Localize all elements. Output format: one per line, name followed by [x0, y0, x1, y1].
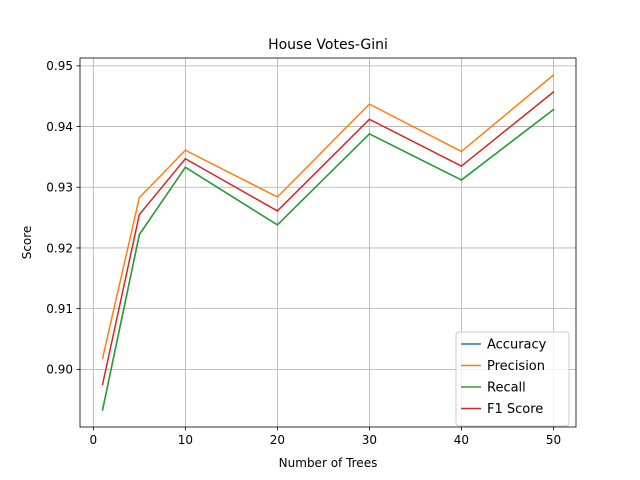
data-point — [460, 165, 463, 167]
data-point — [101, 409, 104, 411]
legend: Accuracy Precision Recall F1 Score — [455, 331, 570, 427]
data-point — [460, 179, 463, 181]
y-tick-label: 0.95 — [46, 59, 73, 73]
legend-box — [455, 331, 570, 427]
y-axis-label: Score — [20, 226, 34, 260]
x-tick-label: 30 — [362, 433, 377, 447]
data-point — [368, 118, 371, 121]
x-tick-label: 20 — [270, 433, 285, 447]
y-tick-label: 0.93 — [46, 181, 73, 195]
y-tick-label: 0.92 — [46, 241, 73, 255]
data-point — [184, 157, 187, 160]
data-point — [184, 166, 187, 169]
x-tick-label: 40 — [454, 433, 469, 447]
data-point — [276, 196, 279, 198]
data-point — [460, 150, 463, 153]
y-tick-label: 0.90 — [46, 363, 73, 377]
y-tick-label: 0.94 — [46, 120, 73, 134]
x-tick-label: 50 — [546, 433, 561, 447]
data-point — [138, 196, 141, 199]
x-tick-label: 10 — [178, 433, 193, 447]
data-point — [138, 213, 141, 216]
chart-title: House Votes-Gini — [268, 37, 388, 53]
x-axis-label: Number of Trees — [279, 456, 378, 470]
data-point — [368, 133, 371, 135]
data-point — [276, 210, 279, 212]
data-point — [101, 383, 104, 386]
x-tick-label: 0 — [90, 433, 98, 447]
legend-label: Recall — [487, 381, 526, 396]
data-point — [552, 74, 555, 76]
series-lines — [101, 74, 555, 411]
data-point — [552, 108, 555, 111]
data-point — [101, 357, 104, 360]
x-axis-ticks: 0 10 20 30 40 50 — [90, 427, 561, 447]
legend-label: Precision — [487, 359, 545, 374]
data-point — [276, 224, 279, 226]
legend-label: F1 Score — [487, 402, 543, 417]
plot-frame — [79, 57, 577, 428]
data-point — [552, 91, 555, 93]
data-point — [138, 233, 141, 236]
legend-label: Accuracy — [487, 338, 547, 353]
y-tick-label: 0.91 — [46, 302, 73, 316]
data-point — [368, 103, 371, 105]
grid-lines — [80, 58, 576, 427]
data-point — [184, 149, 187, 152]
y-axis-ticks: 0.90 0.91 0.92 0.93 0.94 0.95 — [46, 59, 80, 377]
